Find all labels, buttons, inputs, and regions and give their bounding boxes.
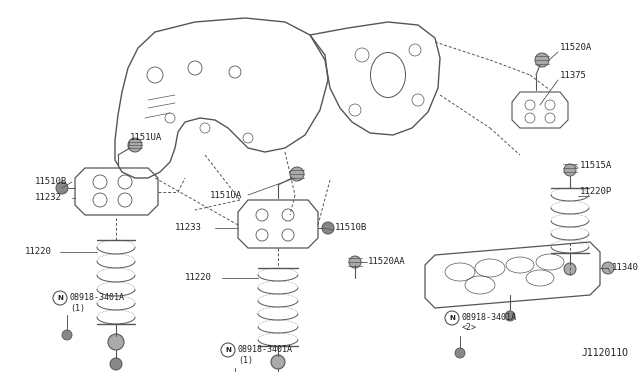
Circle shape xyxy=(535,53,549,67)
Circle shape xyxy=(62,330,72,340)
Circle shape xyxy=(564,263,576,275)
Text: <2>: <2> xyxy=(462,324,477,333)
Text: 11510B: 11510B xyxy=(335,224,367,232)
Circle shape xyxy=(505,311,515,321)
Circle shape xyxy=(56,182,68,194)
Text: N: N xyxy=(449,315,455,321)
Text: 11340: 11340 xyxy=(612,263,639,273)
Text: 11520AA: 11520AA xyxy=(368,257,406,266)
Circle shape xyxy=(271,355,285,369)
Text: 11220P: 11220P xyxy=(580,187,612,196)
Text: 11220: 11220 xyxy=(185,273,212,282)
Text: 11510B: 11510B xyxy=(35,177,67,186)
Text: N: N xyxy=(225,347,231,353)
Circle shape xyxy=(322,222,334,234)
Text: 11232: 11232 xyxy=(35,193,62,202)
Text: 11515A: 11515A xyxy=(580,160,612,170)
Text: 11520A: 11520A xyxy=(560,44,592,52)
Text: 08918-3401A: 08918-3401A xyxy=(462,314,517,323)
Text: 08918-3401A: 08918-3401A xyxy=(70,294,125,302)
Circle shape xyxy=(455,348,465,358)
Text: (1): (1) xyxy=(70,304,85,312)
Circle shape xyxy=(602,262,614,274)
Circle shape xyxy=(290,167,304,181)
Circle shape xyxy=(349,256,361,268)
Text: 08918-3401A: 08918-3401A xyxy=(238,346,293,355)
Circle shape xyxy=(110,358,122,370)
Text: 1151UA: 1151UA xyxy=(210,190,243,199)
Text: J112011O: J112011O xyxy=(581,348,628,358)
Circle shape xyxy=(128,138,142,152)
Text: 11220: 11220 xyxy=(25,247,52,257)
Text: 11233: 11233 xyxy=(175,224,202,232)
Circle shape xyxy=(108,334,124,350)
Text: N: N xyxy=(57,295,63,301)
Circle shape xyxy=(564,164,576,176)
Text: 11375: 11375 xyxy=(560,71,587,80)
Text: 1151UA: 1151UA xyxy=(130,134,163,142)
Text: (1): (1) xyxy=(238,356,253,365)
